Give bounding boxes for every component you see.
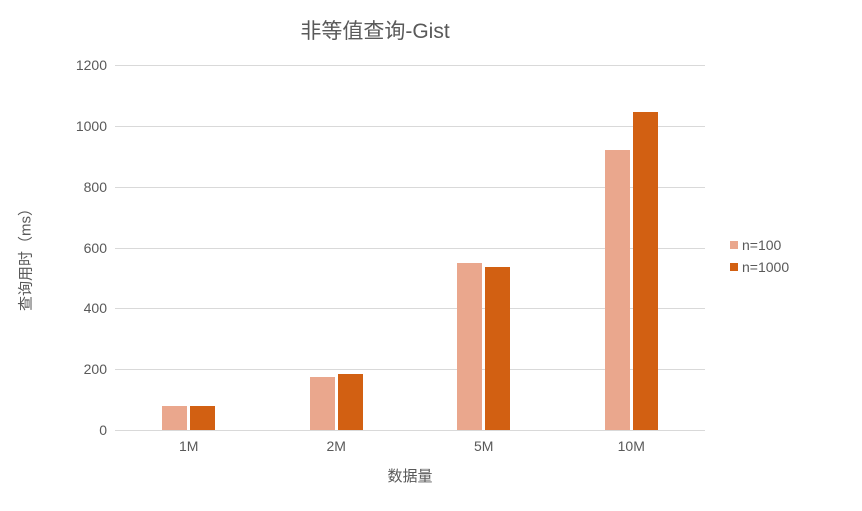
bar [605,150,630,430]
bar [633,112,658,430]
bar [457,263,482,430]
bar [310,377,335,430]
legend-item: n=100 [730,237,789,253]
legend-item: n=1000 [730,259,789,275]
y-axis-title: 查询用时（ms） [15,201,36,311]
gridline [115,65,705,66]
y-tick-label: 200 [84,361,107,377]
bar [485,267,510,430]
x-axis-title: 数据量 [115,465,705,486]
legend-label: n=100 [742,237,781,253]
y-tick-label: 0 [99,422,107,438]
bar [162,406,187,430]
legend-label: n=1000 [742,259,789,275]
gridline [115,126,705,127]
chart-title: 非等值查询-Gist [0,15,750,45]
legend: n=100 n=1000 [730,231,789,281]
x-tick-label: 1M [179,438,198,454]
y-tick-label: 1000 [76,118,107,134]
chart-container: 非等值查询-Gist 0200400600800100012001M2M5M10… [0,0,862,511]
y-tick-label: 1200 [76,57,107,73]
x-tick-label: 2M [327,438,346,454]
x-tick-label: 5M [474,438,493,454]
bar [338,374,363,430]
legend-swatch [730,263,738,271]
y-tick-label: 800 [84,179,107,195]
legend-swatch [730,241,738,249]
y-tick-label: 600 [84,240,107,256]
bar [190,406,215,430]
y-tick-label: 400 [84,300,107,316]
plot-area: 0200400600800100012001M2M5M10M [115,65,705,431]
x-tick-label: 10M [618,438,645,454]
